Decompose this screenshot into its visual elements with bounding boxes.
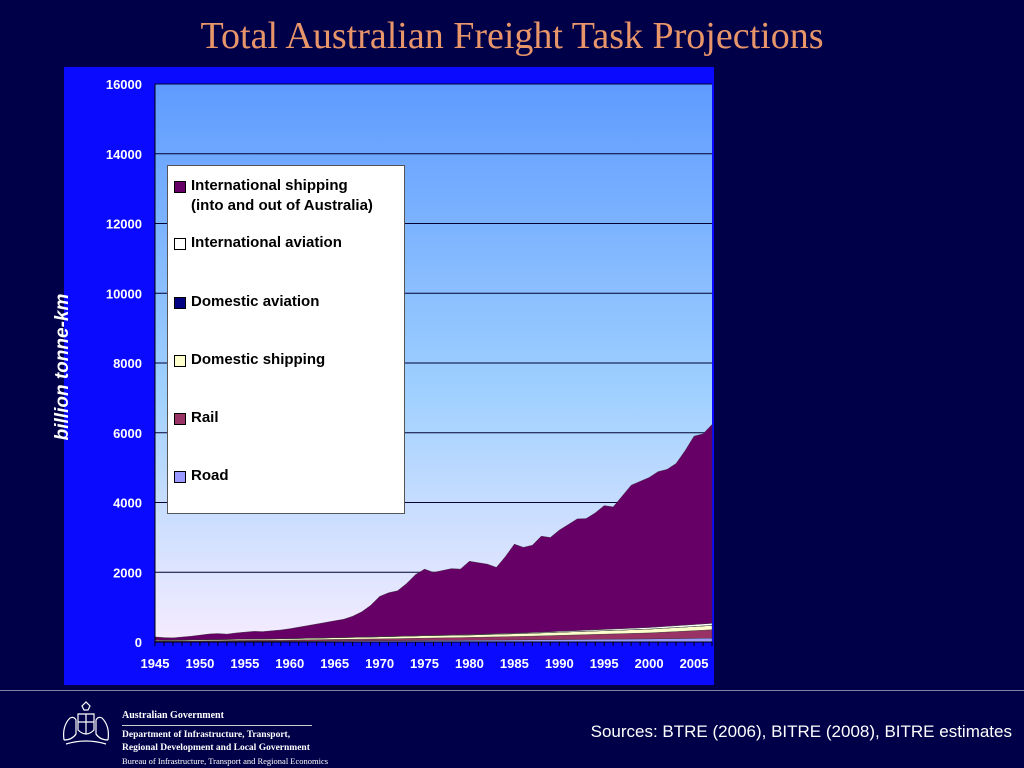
x-tick-label: 2000 bbox=[635, 656, 664, 671]
y-tick-label: 8000 bbox=[113, 356, 142, 371]
y-tick-label: 12000 bbox=[106, 217, 142, 232]
legend-label: International shipping (into and out of A… bbox=[191, 176, 373, 216]
y-axis-label: billion tonne-km bbox=[52, 293, 73, 441]
legend-item-road: Road bbox=[174, 466, 229, 486]
y-tick-label: 10000 bbox=[106, 286, 142, 301]
x-tick-label: 1950 bbox=[185, 656, 214, 671]
legend-item-domestic-aviation: Domestic aviation bbox=[174, 292, 319, 312]
y-tick-label: 14000 bbox=[106, 147, 142, 162]
legend-swatch bbox=[174, 238, 186, 250]
legend-label-line2: (into and out of Australia) bbox=[191, 197, 373, 214]
footer-divider bbox=[0, 690, 1024, 691]
legend-swatch bbox=[174, 413, 186, 425]
department-line2: Regional Development and Local Governmen… bbox=[122, 743, 310, 753]
x-tick-label: 1965 bbox=[320, 656, 349, 671]
legend-label: Road bbox=[191, 467, 229, 484]
legend-label: Domestic shipping bbox=[191, 351, 326, 368]
y-tick-label: 0 bbox=[135, 635, 142, 650]
x-tick-label: 1970 bbox=[365, 656, 394, 671]
x-tick-label: 1945 bbox=[141, 656, 170, 671]
department-line1: Department of Infrastructure, Transport, bbox=[122, 730, 291, 740]
gov-name: Australian Government bbox=[122, 710, 224, 721]
bureau-name: Bureau of Infrastructure, Transport and … bbox=[122, 756, 329, 766]
x-tick-label: 2005 bbox=[680, 656, 709, 671]
legend-swatch bbox=[174, 297, 186, 309]
x-tick-label: 1960 bbox=[275, 656, 304, 671]
government-branding: Australian Government Department of Infr… bbox=[122, 710, 328, 767]
gov-rule bbox=[122, 725, 312, 726]
legend-swatch bbox=[174, 355, 186, 367]
sources-note: Sources: BTRE (2006), BITRE (2008), BITR… bbox=[590, 722, 1012, 741]
x-tick-label: 1985 bbox=[500, 656, 529, 671]
x-tick-label: 1995 bbox=[590, 656, 619, 671]
y-tick-label: 16000 bbox=[106, 77, 142, 92]
area-international-shipping bbox=[154, 423, 713, 641]
legend-label: Domestic aviation bbox=[191, 293, 320, 310]
chart-legend: International shipping (into and out of A… bbox=[167, 165, 405, 514]
legend-item-rail: Rail bbox=[174, 408, 219, 428]
area-chart: 0 2000 4000 6000 8000 10000 12000 14000 16000 194… bbox=[106, 77, 713, 671]
legend-label: Rail bbox=[191, 409, 219, 426]
y-tick-label: 4000 bbox=[113, 496, 142, 511]
legend-label-line1: International shipping bbox=[191, 177, 348, 194]
legend-swatch bbox=[174, 181, 186, 193]
y-tick-label: 6000 bbox=[113, 426, 142, 441]
slide-title: Total Australian Freight Task Projection… bbox=[200, 15, 824, 57]
x-tick-label: 1955 bbox=[230, 656, 259, 671]
legend-label: International aviation bbox=[191, 234, 342, 251]
legend-item-international-aviation: International aviation bbox=[174, 233, 342, 253]
coat-of-arms-icon bbox=[63, 701, 109, 745]
legend-swatch bbox=[174, 471, 186, 483]
x-tick-label: 1975 bbox=[410, 656, 439, 671]
legend-item-international-shipping: International shipping (into and out of A… bbox=[174, 176, 373, 216]
y-tick-label: 2000 bbox=[113, 565, 142, 580]
x-tick-label: 1980 bbox=[455, 656, 484, 671]
x-tick-label: 1990 bbox=[545, 656, 574, 671]
legend-item-domestic-shipping: Domestic shipping bbox=[174, 350, 325, 370]
